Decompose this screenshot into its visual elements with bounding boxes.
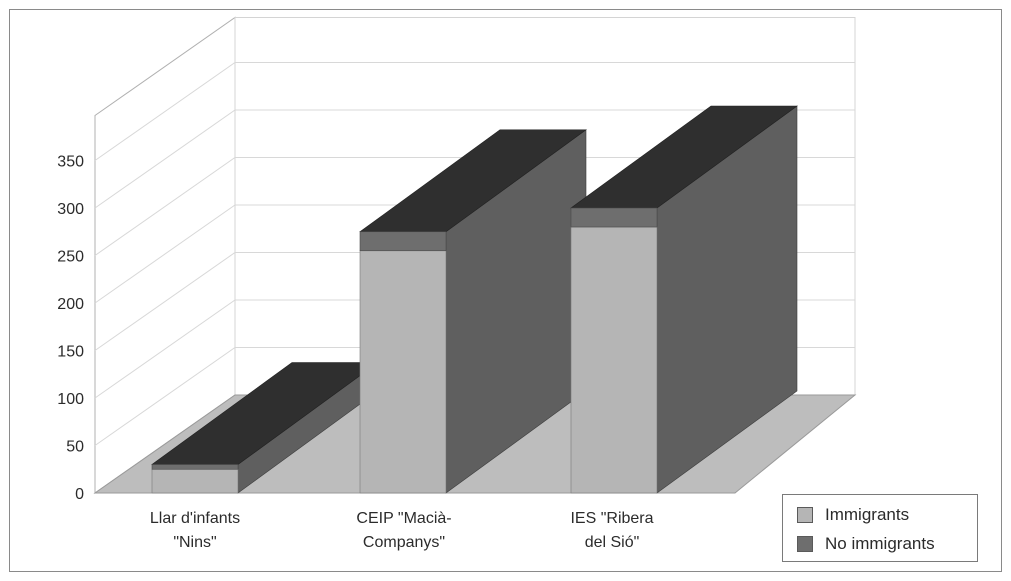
bar-no-immigrants-2 bbox=[570, 207, 658, 228]
x-tick-label-0-1: "Nins" bbox=[173, 534, 216, 551]
legend-item-immigrants: Immigrants bbox=[797, 504, 909, 526]
legend-swatch-no-immigrants bbox=[797, 536, 813, 552]
y-tick-label-5: 250 bbox=[57, 249, 84, 266]
x-tick-label-2-1: del Sió" bbox=[585, 534, 640, 551]
legend-label-no-immigrants: No immigrants bbox=[825, 534, 935, 553]
y-tick-label-1: 50 bbox=[66, 439, 84, 456]
y-tick-label-4: 200 bbox=[57, 296, 84, 313]
bar-immigrants-0 bbox=[151, 468, 239, 494]
bar-immigrants-2 bbox=[570, 226, 658, 494]
bar-group-1 bbox=[359, 129, 587, 494]
x-tick-label-1-1: Companys" bbox=[363, 534, 445, 551]
x-tick-label-2-0: IES "Ribera bbox=[570, 510, 653, 527]
y-tick-label-0: 0 bbox=[75, 486, 84, 503]
x-tick-label-1-0: CEIP "Macià- bbox=[356, 510, 451, 527]
y-axis-ticks: 0 50 100 150 200 250 300 350 bbox=[57, 154, 84, 504]
y-tick-label-2: 100 bbox=[57, 391, 84, 408]
x-tick-label-0-0: Llar d'infants bbox=[150, 510, 240, 527]
y-tick-label-3: 150 bbox=[57, 344, 84, 361]
gridline-7 bbox=[94, 62, 855, 161]
bars bbox=[151, 105, 798, 494]
y-tick-label-7: 350 bbox=[57, 154, 84, 171]
y-tick-label-6: 300 bbox=[57, 201, 84, 218]
legend-item-no-immigrants: No immigrants bbox=[797, 533, 935, 555]
bar-group-2 bbox=[570, 105, 798, 494]
bar-no-immigrants-1 bbox=[359, 231, 447, 252]
bar-immigrants-1 bbox=[359, 250, 447, 494]
legend-swatch-immigrants bbox=[797, 507, 813, 523]
bar-no-immigrants-0 bbox=[151, 464, 239, 470]
legend: Immigrants No immigrants bbox=[782, 494, 978, 562]
gridline-6 bbox=[94, 109, 855, 209]
legend-label-immigrants: Immigrants bbox=[825, 505, 910, 524]
x-axis-ticks: Llar d'infants "Nins" CEIP "Macià- Companys… bbox=[150, 510, 654, 551]
